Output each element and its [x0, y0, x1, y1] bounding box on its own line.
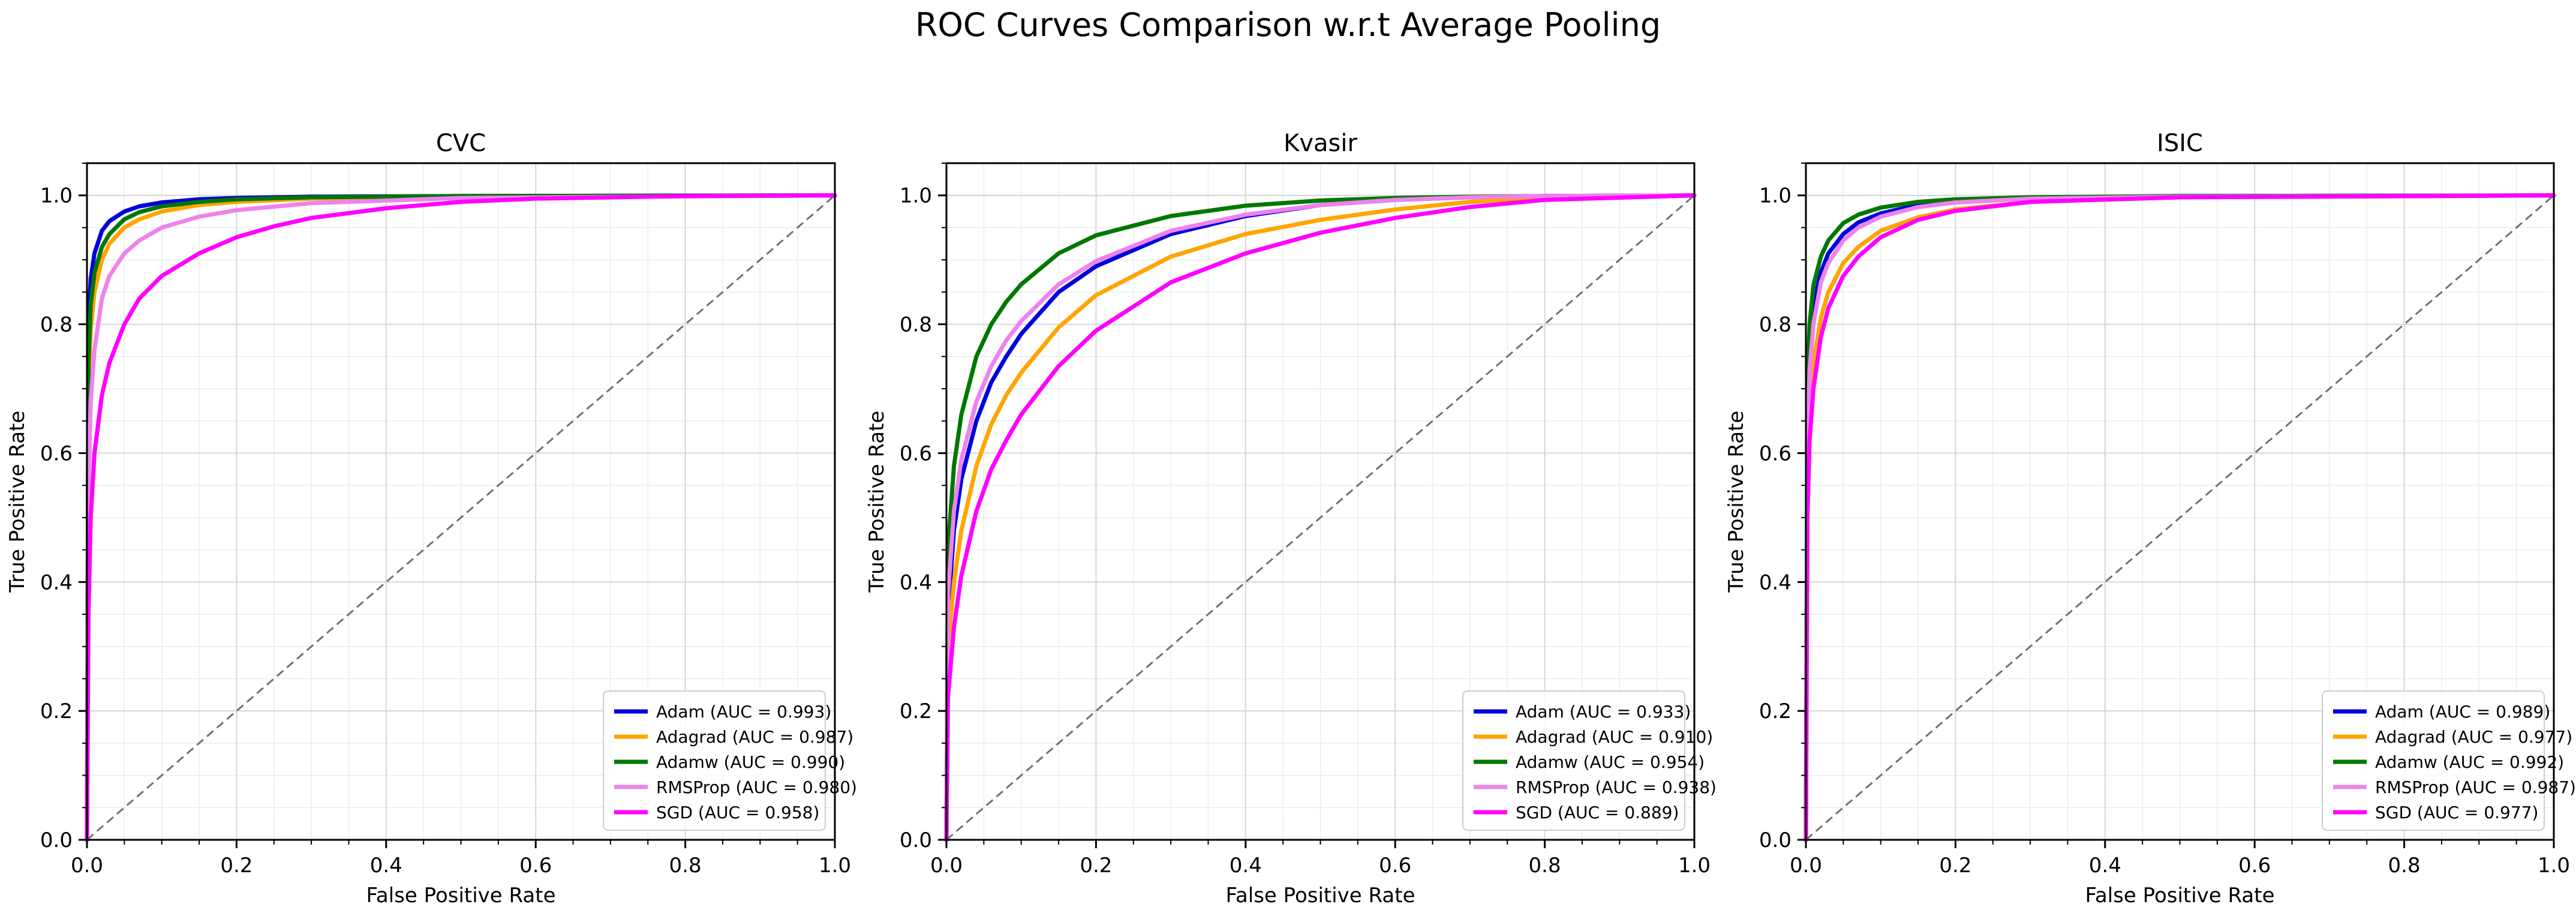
- x-tick-label: 0.8: [669, 854, 702, 878]
- legend: Adam (AUC = 0.989) Adagrad (AUC = 0.977) A…: [2322, 690, 2576, 831]
- legend-label-adagrad: Adagrad (AUC = 0.987): [656, 727, 853, 747]
- legend: Adam (AUC = 0.933) Adagrad (AUC = 0.910) A…: [1462, 690, 1717, 831]
- x-tick-label: 0.0: [1790, 854, 1822, 878]
- chart-panel-isic: 0.0 0.2 0.4 0.6 0.8 1.0 0.0 0.2 0.4 0.6 0.8 1.0 ISIC…: [1724, 130, 2576, 908]
- roc-curve-rmsprop: [944, 193, 1697, 842]
- legend-label-adagrad: Adagrad (AUC = 0.910): [1516, 727, 1713, 747]
- y-tick-label: 0.8: [40, 313, 73, 337]
- roc-curve-sgd: [1803, 193, 2556, 842]
- x-axis-label: False Positive Rate: [1226, 884, 1415, 908]
- legend-label-adamw: Adamw (AUC = 0.992): [2375, 752, 2564, 772]
- chart-panel-cvc: 0.0 0.2 0.4 0.6 0.8 1.0 0.0 0.2 0.4 0.6 0.8 1.0 CVC F…: [5, 130, 857, 908]
- legend: Adam (AUC = 0.993) Adagrad (AUC = 0.987) A…: [603, 690, 857, 831]
- y-tick-label: 0.0: [40, 828, 73, 852]
- y-tick-label: 0.2: [40, 699, 73, 723]
- legend-box: [603, 690, 826, 831]
- x-tick-label: 1.0: [819, 854, 851, 878]
- y-tick-label: 1.0: [900, 184, 932, 208]
- x-tick-label: 0.6: [2238, 854, 2271, 878]
- legend-label-rmsprop: RMSProp (AUC = 0.980): [656, 777, 857, 797]
- y-axis-label: True Positive Rate: [1724, 411, 1748, 593]
- y-tick-label: 0.4: [40, 570, 73, 594]
- legend-label-adamw: Adamw (AUC = 0.990): [656, 752, 845, 772]
- legend-label-adam: Adam (AUC = 0.993): [656, 702, 831, 722]
- legend-label-adam: Adam (AUC = 0.933): [1516, 702, 1691, 722]
- x-tick-label: 0.0: [930, 854, 963, 878]
- y-tick-label: 0.6: [900, 442, 932, 465]
- x-axis-label: False Positive Rate: [366, 884, 556, 908]
- subplot-title: Kvasir: [1284, 130, 1357, 157]
- x-tick-label: 0.4: [370, 854, 402, 878]
- roc-curve-rmsprop: [85, 193, 837, 842]
- chart-panel-kvasir: 0.0 0.2 0.4 0.6 0.8 1.0 0.0 0.2 0.4 0.6 0.8 1.0 Kvas…: [865, 130, 1717, 908]
- figure-title: ROC Curves Comparison w.r.t Average Pool…: [915, 6, 1661, 44]
- legend-label-adagrad: Adagrad (AUC = 0.977): [2375, 727, 2572, 747]
- legend-label-sgd: SGD (AUC = 0.889): [1516, 803, 1679, 822]
- legend-label-rmsprop: RMSProp (AUC = 0.938): [1516, 777, 1717, 797]
- x-tick-label: 0.4: [2089, 854, 2121, 878]
- y-tick-label: 0.6: [1759, 442, 1792, 465]
- y-axis-label: True Positive Rate: [865, 411, 889, 593]
- y-tick-label: 0.8: [1759, 313, 1792, 337]
- roc-curve-rmsprop: [1803, 193, 2556, 842]
- legend-box: [1462, 690, 1685, 831]
- x-tick-label: 0.0: [71, 854, 103, 878]
- chance-diagonal: [86, 194, 835, 841]
- y-tick-label: 0.4: [1759, 570, 1792, 594]
- y-tick-label: 0.0: [900, 828, 932, 852]
- roc-curve-adagrad: [944, 193, 1697, 842]
- chance-diagonal: [1805, 194, 2554, 841]
- legend-label-sgd: SGD (AUC = 0.958): [656, 803, 819, 822]
- y-tick-label: 1.0: [40, 184, 73, 208]
- legend-label-adam: Adam (AUC = 0.989): [2375, 702, 2550, 722]
- y-tick-label: 0.8: [900, 313, 932, 337]
- y-tick-label: 0.4: [900, 570, 932, 594]
- legend-box: [2322, 690, 2545, 831]
- x-tick-label: 1.0: [1678, 854, 1711, 878]
- x-tick-label: 0.2: [1939, 854, 1971, 878]
- roc-curve-adamw: [85, 193, 837, 842]
- legend-label-adamw: Adamw (AUC = 0.954): [1516, 752, 1705, 772]
- x-tick-label: 0.6: [1379, 854, 1411, 878]
- x-tick-label: 0.8: [1529, 854, 1561, 878]
- chance-diagonal: [946, 194, 1695, 841]
- legend-label-rmsprop: RMSProp (AUC = 0.987): [2375, 777, 2576, 797]
- y-tick-label: 0.2: [900, 699, 932, 723]
- y-tick-label: 0.2: [1759, 699, 1792, 723]
- x-tick-label: 0.6: [519, 854, 552, 878]
- subplot-title: CVC: [436, 130, 486, 157]
- x-tick-label: 0.2: [220, 854, 253, 878]
- y-tick-label: 0.0: [1759, 828, 1792, 852]
- y-tick-label: 1.0: [1759, 184, 1792, 208]
- x-tick-label: 1.0: [2538, 854, 2570, 878]
- y-axis-label: True Positive Rate: [5, 411, 29, 593]
- legend-label-sgd: SGD (AUC = 0.977): [2375, 803, 2538, 822]
- y-tick-label: 0.6: [40, 442, 73, 465]
- roc-curve-sgd: [85, 193, 837, 842]
- x-axis-label: False Positive Rate: [2085, 884, 2275, 908]
- x-tick-label: 0.4: [1230, 854, 1262, 878]
- x-tick-label: 0.8: [2388, 854, 2421, 878]
- roc-curve-sgd: [944, 193, 1697, 842]
- subplot-title: ISIC: [2157, 130, 2203, 157]
- x-tick-label: 0.2: [1080, 854, 1112, 878]
